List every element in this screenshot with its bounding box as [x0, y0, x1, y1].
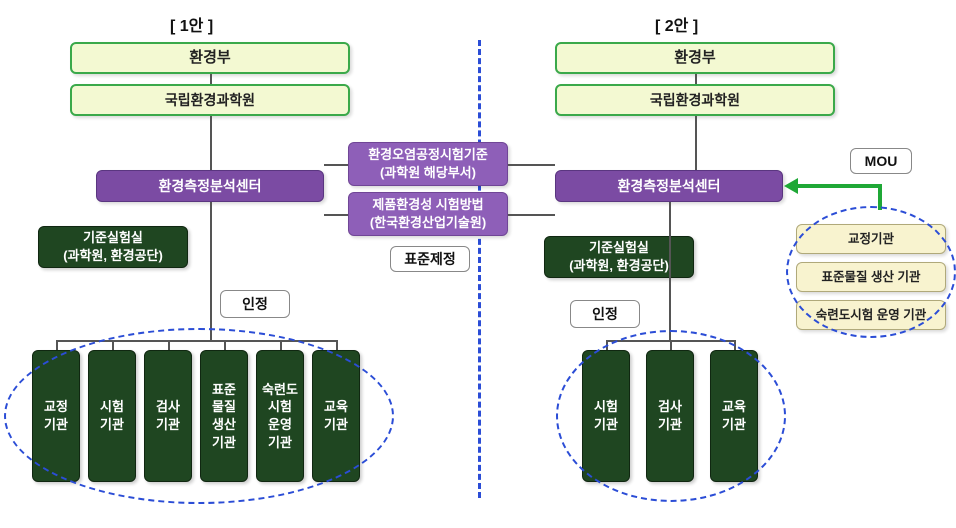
option1-header: [ 1안 ] [170, 12, 213, 36]
opt2-leaf-0: 시험 기관 [582, 350, 630, 482]
connector [324, 214, 348, 216]
connector [695, 116, 697, 170]
connector [508, 214, 555, 216]
connector [56, 340, 336, 342]
mou-arrow [878, 186, 882, 210]
connector [56, 340, 58, 350]
opt2-accreditation: 인정 [570, 300, 640, 328]
standard-enact-label: 표준제정 [390, 246, 470, 272]
org-diagram: [ 1안 ] [ 2안 ] 환경부 국립환경과학원 환경측정분석센터 기준실험실… [0, 0, 956, 528]
option2-header: [ 2안 ] [655, 12, 698, 36]
connector [210, 74, 212, 84]
opt2-reflab: 기준실험실 (과학원, 환경공단) [544, 236, 694, 278]
mou-arrow-head [784, 178, 798, 194]
opt1-ministry: 환경부 [70, 42, 350, 74]
opt1-reflab: 기준실험실 (과학원, 환경공단) [38, 226, 188, 268]
opt2-side-2: 숙련도시험 운영 기관 [796, 300, 946, 330]
connector [324, 164, 348, 166]
opt1-leaf-2: 검사 기관 [144, 350, 192, 482]
opt2-leaf-2: 교육 기관 [710, 350, 758, 482]
connector [210, 202, 212, 340]
opt2-side-1: 표준물질 생산 기관 [796, 262, 946, 292]
opt1-leaf-0: 교정 기관 [32, 350, 80, 482]
connector [734, 340, 736, 350]
connector [280, 340, 282, 350]
opt1-center: 환경측정분석센터 [96, 170, 324, 202]
mou-label: MOU [850, 148, 912, 174]
opt2-side-0: 교정기관 [796, 224, 946, 254]
opt1-leaf-4: 숙련도 시험 운영 기관 [256, 350, 304, 482]
connector [695, 74, 697, 84]
connector [210, 116, 212, 170]
opt1-leaf-5: 교육 기관 [312, 350, 360, 482]
opt1-accreditation: 인정 [220, 290, 290, 318]
connector [112, 340, 114, 350]
opt2-center: 환경측정분석센터 [555, 170, 783, 202]
opt1-leaf-3: 표준 물질 생산 기관 [200, 350, 248, 482]
center-divider [478, 40, 481, 498]
connector [669, 202, 671, 340]
connector [670, 340, 672, 350]
mid-box-2: 제품환경성 시험방법 (한국환경산업기술원) [348, 192, 508, 236]
connector [606, 340, 608, 350]
connector [508, 164, 555, 166]
connector [336, 340, 338, 350]
opt1-leaf-1: 시험 기관 [88, 350, 136, 482]
opt2-leaf-1: 검사 기관 [646, 350, 694, 482]
opt2-ministry: 환경부 [555, 42, 835, 74]
mid-box-1: 환경오염공정시험기준 (과학원 해당부서) [348, 142, 508, 186]
opt2-nier: 국립환경과학원 [555, 84, 835, 116]
mou-arrow [796, 184, 882, 188]
connector [224, 340, 226, 350]
opt1-nier: 국립환경과학원 [70, 84, 350, 116]
connector [168, 340, 170, 350]
